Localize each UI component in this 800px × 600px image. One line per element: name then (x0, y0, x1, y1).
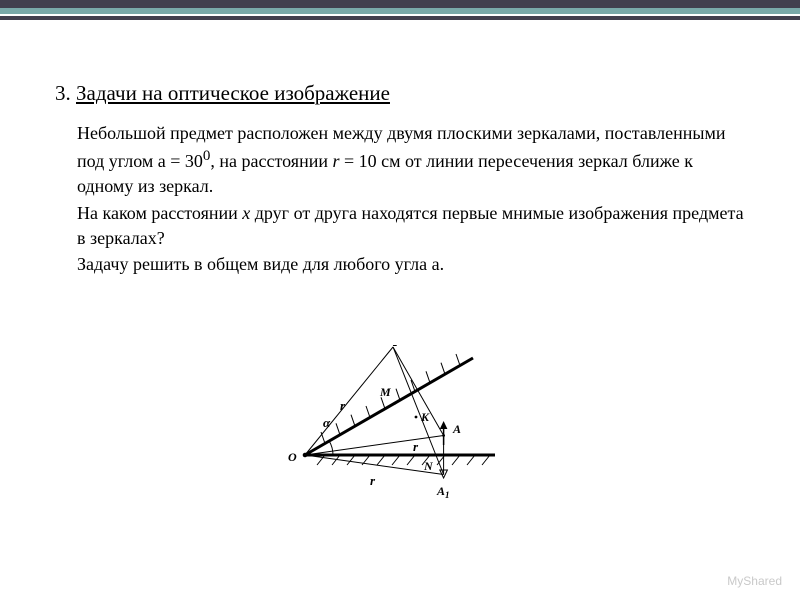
watermark: MyShared (727, 574, 782, 588)
N-label: N (423, 459, 434, 473)
content: 3. Задачи на оптическое изображение Небо… (55, 80, 745, 279)
K-label: K (420, 410, 430, 424)
r-label-lower: r (370, 473, 376, 488)
A-label: A (452, 422, 461, 436)
O-label: O (288, 450, 297, 464)
p1r: r (332, 151, 339, 171)
A1-label: A1 (436, 484, 450, 500)
title-text: Задачи на оптическое изображение (76, 81, 390, 105)
bar-dark (0, 0, 800, 8)
paragraph-1: Небольшой предмет расположен между двумя… (77, 121, 745, 198)
slide: 3. Задачи на оптическое изображение Небо… (0, 0, 800, 600)
M-label: M (379, 385, 391, 399)
p2a: На каком расстоянии (77, 203, 242, 223)
optics-diagram: α (285, 345, 515, 535)
p1b: , на расстоянии (210, 151, 332, 171)
paragraph-3: Задачу решить в общем виде для любого уг… (77, 252, 745, 277)
title-number: 3. (55, 81, 71, 105)
top-accent-bars (0, 0, 800, 20)
A2-label: A2 (384, 345, 398, 348)
section-title: 3. Задачи на оптическое изображение (55, 80, 745, 107)
r-label-mid: r (413, 439, 419, 454)
paragraph-2: На каком расстоянии x друг от друга нахо… (77, 201, 745, 251)
bar-dark-thin (0, 16, 800, 20)
